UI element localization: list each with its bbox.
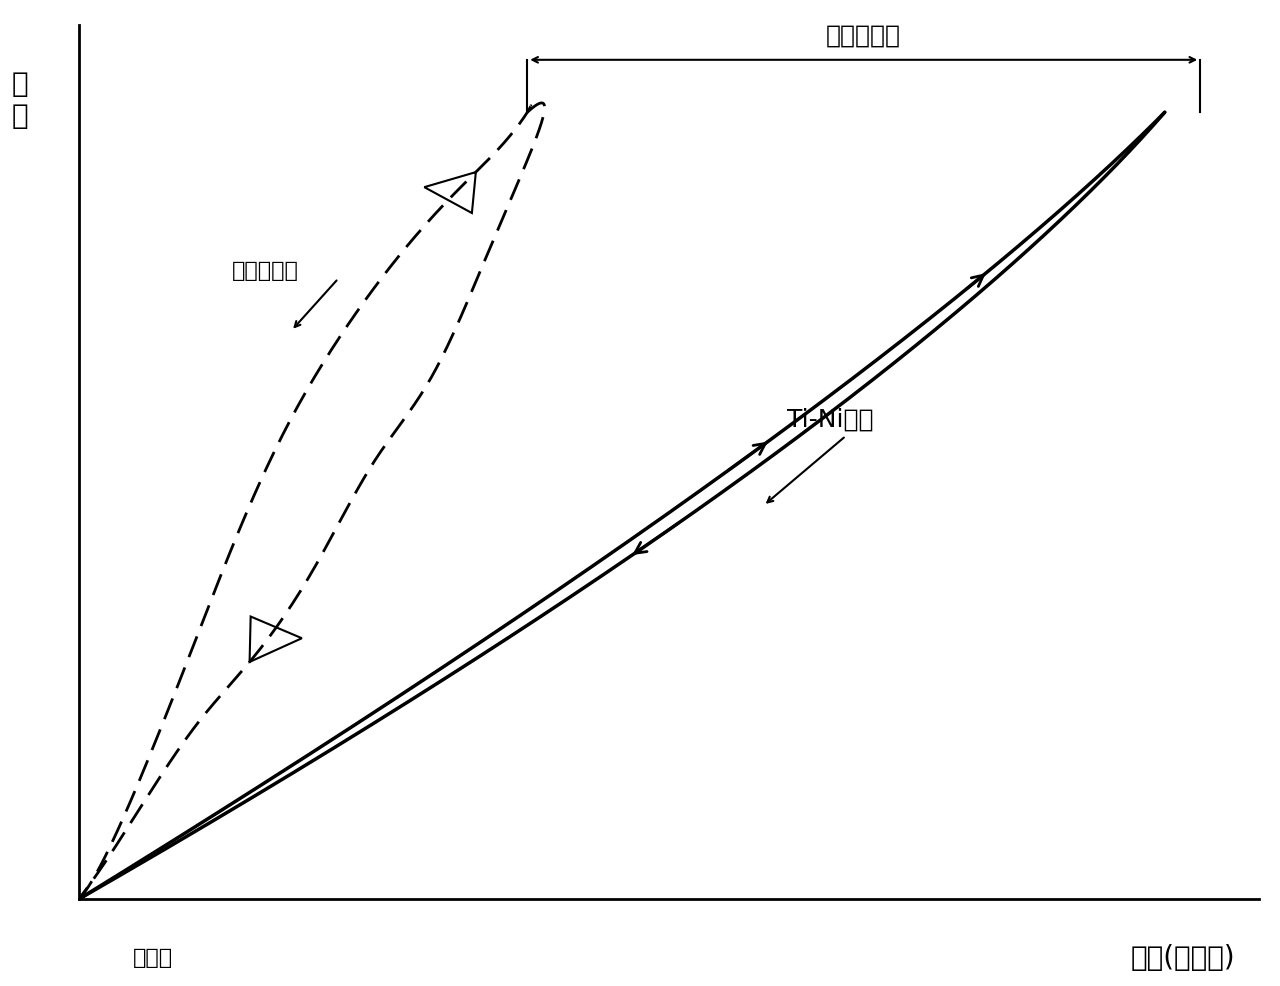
Text: ヘタリ: ヘタリ: [132, 948, 173, 967]
Text: Ti-Ni合金: Ti-Ni合金: [787, 407, 873, 431]
Text: ステンレス: ステンレス: [232, 260, 300, 280]
Text: 超弾性領域: 超弾性領域: [826, 24, 901, 47]
Text: 荷
重: 荷 重: [12, 69, 28, 130]
Text: 変位(タワミ): 変位(タワミ): [1132, 943, 1235, 971]
